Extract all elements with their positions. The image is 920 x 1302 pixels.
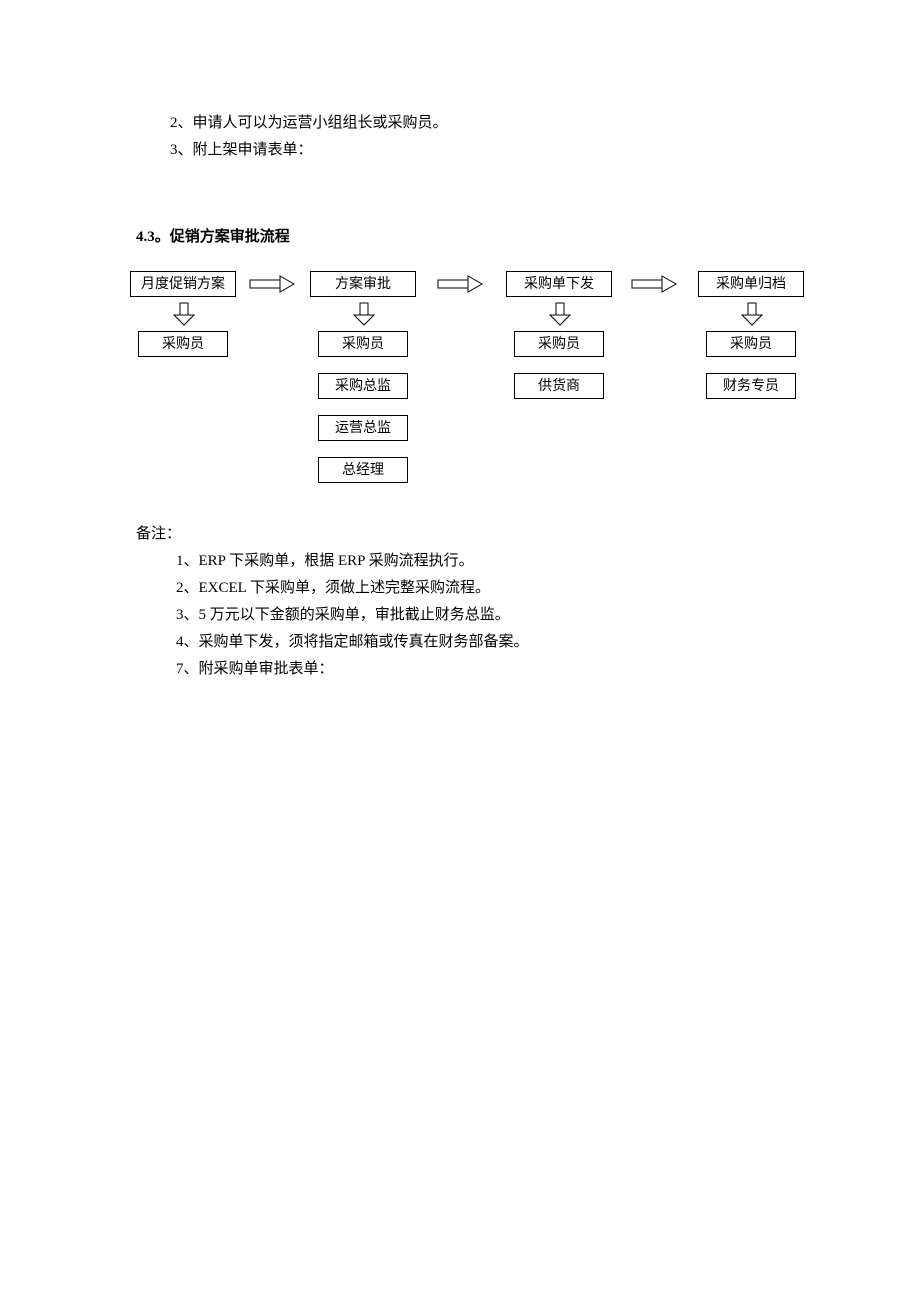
section-heading: 4.3。促销方案审批流程 xyxy=(136,224,810,251)
notes-item: 4、采购单下发，须将指定邮箱或传真在财务部备案。 xyxy=(176,629,810,656)
flow-role: 采购员 xyxy=(138,331,228,357)
arrow-right-icon xyxy=(436,274,484,294)
flow-role: 采购员 xyxy=(706,331,796,357)
flow-stage: 方案审批 xyxy=(310,271,416,297)
intro-item-2: 3、附上架申请表单： xyxy=(170,137,810,164)
flow-role: 运营总监 xyxy=(318,415,408,441)
arrow-right-icon xyxy=(248,274,296,294)
flow-role: 供货商 xyxy=(514,373,604,399)
arrow-down-icon xyxy=(738,301,766,327)
arrow-down-icon xyxy=(170,301,198,327)
flowchart: 月度促销方案采购员方案审批采购员采购总监运营总监总经理采购单下发采购员供货商采购… xyxy=(130,271,810,491)
notes: 备注： 1、ERP 下采购单，根据 ERP 采购流程执行。 2、EXCEL 下采… xyxy=(136,521,810,683)
notes-list: 1、ERP 下采购单，根据 ERP 采购流程执行。 2、EXCEL 下采购单，须… xyxy=(176,548,810,683)
notes-title: 备注： xyxy=(136,521,810,548)
flow-role: 采购员 xyxy=(318,331,408,357)
page: 2、申请人可以为运营小组组长或采购员。 3、附上架申请表单： 4.3。促销方案审… xyxy=(0,0,920,683)
flow-stage: 采购单下发 xyxy=(506,271,612,297)
notes-item: 2、EXCEL 下采购单，须做上述完整采购流程。 xyxy=(176,575,810,602)
flow-role: 采购总监 xyxy=(318,373,408,399)
flow-role: 财务专员 xyxy=(706,373,796,399)
flow-stage: 月度促销方案 xyxy=(130,271,236,297)
intro-list: 2、申请人可以为运营小组组长或采购员。 3、附上架申请表单： xyxy=(170,110,810,164)
flow-stage: 采购单归档 xyxy=(698,271,804,297)
notes-item: 7、附采购单审批表单： xyxy=(176,656,810,683)
arrow-right-icon xyxy=(630,274,678,294)
arrow-down-icon xyxy=(546,301,574,327)
flow-role: 总经理 xyxy=(318,457,408,483)
arrow-down-icon xyxy=(350,301,378,327)
notes-item: 1、ERP 下采购单，根据 ERP 采购流程执行。 xyxy=(176,548,810,575)
notes-item: 3、5 万元以下金额的采购单，审批截止财务总监。 xyxy=(176,602,810,629)
flow-role: 采购员 xyxy=(514,331,604,357)
intro-item-1: 2、申请人可以为运营小组组长或采购员。 xyxy=(170,110,810,137)
